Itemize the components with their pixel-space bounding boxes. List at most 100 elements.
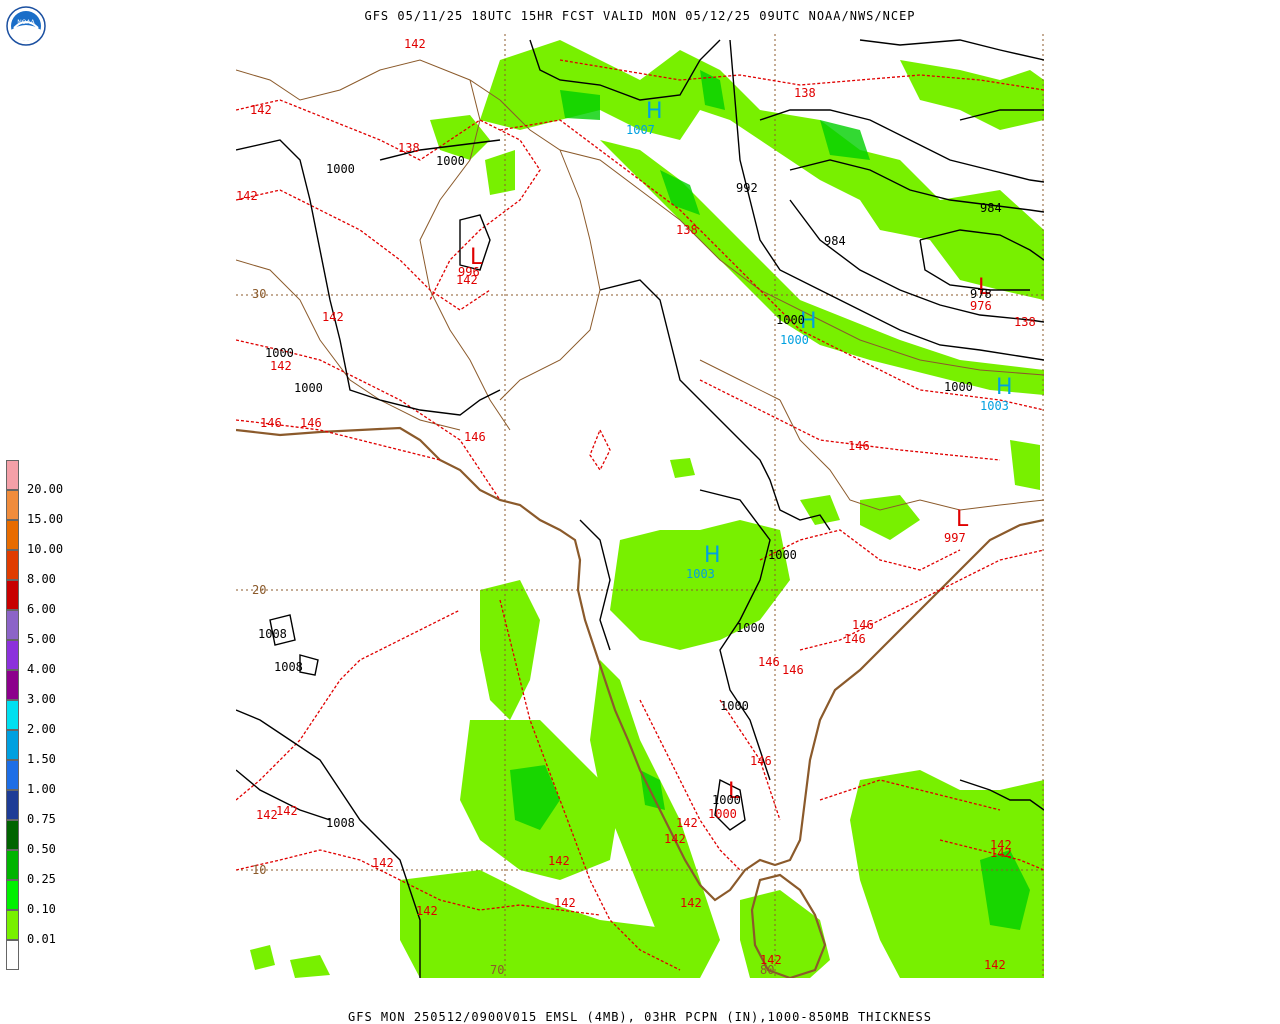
noaa-logo-icon: NOAA: [6, 6, 46, 46]
thickness-label: 146: [758, 655, 780, 669]
thickness-label: 142: [404, 37, 426, 51]
legend-label: 0.10: [27, 902, 56, 916]
thickness-contours: [236, 59, 1044, 971]
thickness-label: 142: [236, 189, 258, 203]
thickness-label: 142: [250, 103, 272, 117]
lon-label-70: 70: [490, 963, 504, 977]
isobar-label: 1000: [720, 699, 749, 713]
high-value-1: 1007: [626, 123, 655, 137]
legend-label: 2.00: [27, 722, 56, 736]
legend-swatch: [6, 880, 19, 910]
thickness-label: 146: [464, 430, 486, 444]
thickness-label: 142: [984, 958, 1006, 972]
legend-swatch: [6, 700, 19, 730]
legend-swatch: [6, 610, 19, 640]
low-value-2: 976: [970, 299, 992, 313]
thickness-label: 138: [794, 86, 816, 100]
thickness-label: 142: [416, 904, 438, 918]
legend-swatch: [6, 550, 19, 580]
isobar-label: 984: [824, 234, 846, 248]
high-center-2: H: [800, 309, 817, 334]
low-center-4: L: [728, 779, 741, 804]
legend-label: 3.00: [27, 692, 56, 706]
map-title: GFS 05/11/25 18UTC 15HR FCST VALID MON 0…: [364, 9, 916, 23]
legend-swatch: [6, 670, 19, 700]
thickness-label: 138: [676, 223, 698, 237]
thickness-label: 146: [260, 416, 282, 430]
thickness-label: 142: [548, 854, 570, 868]
isobar-label: 978: [970, 287, 992, 301]
isobar-label: 1000: [326, 162, 355, 176]
low-center-3: L: [956, 507, 969, 532]
thickness-label: 142: [256, 808, 278, 822]
isobar-label: 1000: [944, 380, 973, 394]
thickness-label: 146: [782, 663, 804, 677]
lat-lon-grid: [236, 34, 1044, 978]
isobar-labels: 1000 1000 1000 1000 992 984 984 978 1000…: [258, 154, 1002, 830]
high-value-2: 1000: [780, 333, 809, 347]
legend-swatch: [6, 490, 19, 520]
lat-label-10: 10: [252, 863, 266, 877]
thickness-label: 146: [848, 439, 870, 453]
low-value-1: 996: [458, 265, 480, 279]
isobar-label: 1000: [294, 381, 323, 395]
pressure-centers: H 1007 H 1000 H 1003 H 1003 L 996 L 976 …: [458, 99, 1013, 821]
lat-label-30: 30: [252, 287, 266, 301]
thickness-label: 142: [990, 838, 1012, 852]
isobar-label: 1000: [265, 346, 294, 360]
legend-label: 8.00: [27, 572, 56, 586]
legend-swatch: [6, 580, 19, 610]
high-center-3: H: [704, 543, 721, 568]
low-value-3: 997: [944, 531, 966, 545]
legend-swatch: [6, 520, 19, 550]
thickness-label: 138: [1014, 315, 1036, 329]
legend-swatch: [6, 910, 19, 940]
legend-label: 0.50: [27, 842, 56, 856]
thickness-label: 142: [760, 953, 782, 967]
isobar-label: 1000: [768, 548, 797, 562]
thickness-label: 142: [372, 856, 394, 870]
legend-swatch: [6, 730, 19, 760]
high-value-4: 1003: [980, 399, 1009, 413]
legend-label: 5.00: [27, 632, 56, 646]
thickness-label: 142: [270, 359, 292, 373]
legend-label: 0.25: [27, 872, 56, 886]
thickness-label: 146: [300, 416, 322, 430]
legend-swatch: [6, 850, 19, 880]
thickness-label: 142: [990, 846, 1012, 860]
isobar-label: 1000: [776, 313, 805, 327]
lat-label-20: 20: [252, 583, 266, 597]
political-borders: [236, 59, 1044, 511]
precipitation-areas: [250, 40, 1044, 978]
high-value-3: 1003: [686, 567, 715, 581]
thickness-label: 138: [398, 141, 420, 155]
isobar-label: 1008: [326, 816, 355, 830]
high-center-4: H: [996, 375, 1013, 400]
legend-label: 10.00: [27, 542, 64, 556]
legend-label: 0.01: [27, 932, 56, 946]
thickness-label: 142: [322, 310, 344, 324]
legend-swatch: [6, 760, 19, 790]
thickness-label: 142: [276, 804, 298, 818]
thickness-label: 146: [750, 754, 772, 768]
legend-swatch: [6, 940, 19, 970]
legend-label: 0.75: [27, 812, 56, 826]
low-center-1: L: [470, 245, 483, 270]
map-footer: GFS MON 250512/0900V015 EMSL (4MB), 03HR…: [348, 1010, 932, 1024]
legend-label: 20.00: [27, 482, 64, 496]
legend-label: 1.00: [27, 782, 56, 796]
isobar-label: 1000: [712, 793, 741, 807]
legend-swatch: [6, 460, 19, 490]
isobar-label: 1008: [274, 660, 303, 674]
isobar-label: 984: [980, 201, 1002, 215]
lon-label-80: 80: [760, 963, 774, 977]
isobars: [236, 39, 1044, 978]
legend-label: 6.00: [27, 602, 56, 616]
legend-swatch: [6, 820, 19, 850]
legend-swatch: [6, 640, 19, 670]
logo-text: NOAA: [17, 19, 35, 26]
isobar-label: 1008: [258, 627, 287, 641]
legend-swatch: [6, 790, 19, 820]
thickness-label: 142: [676, 816, 698, 830]
